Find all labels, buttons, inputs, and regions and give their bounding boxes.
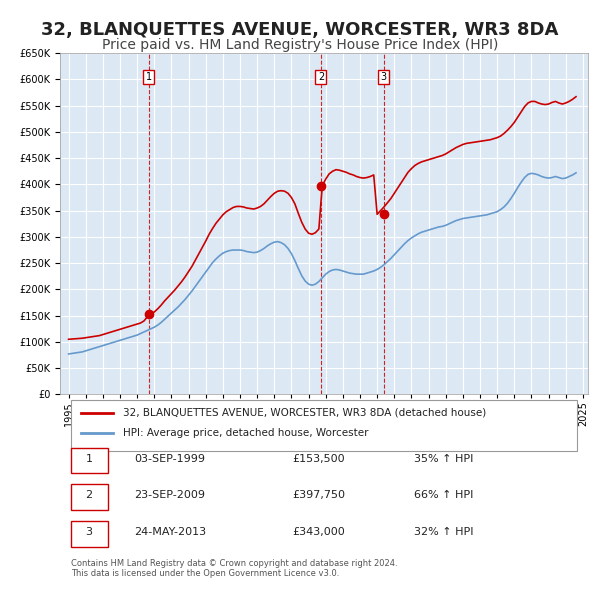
- Text: 32% ↑ HPI: 32% ↑ HPI: [414, 527, 473, 537]
- FancyBboxPatch shape: [71, 448, 107, 473]
- Text: 3: 3: [381, 72, 387, 82]
- Text: 03-SEP-1999: 03-SEP-1999: [134, 454, 205, 464]
- FancyBboxPatch shape: [71, 484, 107, 510]
- Text: Price paid vs. HM Land Registry's House Price Index (HPI): Price paid vs. HM Land Registry's House …: [102, 38, 498, 53]
- Text: HPI: Average price, detached house, Worcester: HPI: Average price, detached house, Worc…: [124, 428, 369, 438]
- Text: 1: 1: [86, 454, 92, 464]
- Text: £343,000: £343,000: [292, 527, 345, 537]
- Text: 32, BLANQUETTES AVENUE, WORCESTER, WR3 8DA: 32, BLANQUETTES AVENUE, WORCESTER, WR3 8…: [41, 21, 559, 39]
- Text: 66% ↑ HPI: 66% ↑ HPI: [414, 490, 473, 500]
- Text: 3: 3: [86, 527, 92, 537]
- Text: 24-MAY-2013: 24-MAY-2013: [134, 527, 206, 537]
- Text: 23-SEP-2009: 23-SEP-2009: [134, 490, 205, 500]
- FancyBboxPatch shape: [71, 521, 107, 547]
- Text: 35% ↑ HPI: 35% ↑ HPI: [414, 454, 473, 464]
- Text: 32, BLANQUETTES AVENUE, WORCESTER, WR3 8DA (detached house): 32, BLANQUETTES AVENUE, WORCESTER, WR3 8…: [124, 408, 487, 418]
- FancyBboxPatch shape: [71, 400, 577, 451]
- Text: 2: 2: [85, 490, 92, 500]
- Text: Contains HM Land Registry data © Crown copyright and database right 2024.
This d: Contains HM Land Registry data © Crown c…: [71, 559, 397, 578]
- Text: 2: 2: [318, 72, 324, 82]
- Text: £153,500: £153,500: [292, 454, 345, 464]
- Text: £397,750: £397,750: [292, 490, 346, 500]
- Text: 1: 1: [146, 72, 152, 82]
